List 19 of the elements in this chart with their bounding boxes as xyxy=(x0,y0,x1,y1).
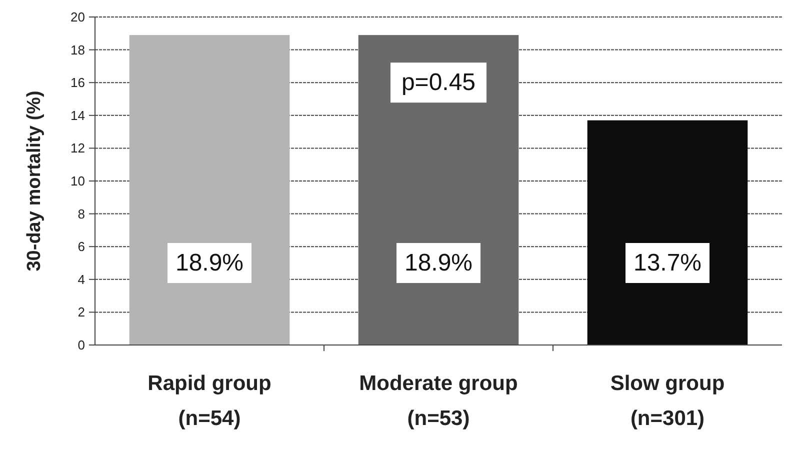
y-tick-label: 8 xyxy=(78,206,85,222)
y-tick-label: 16 xyxy=(70,75,85,90)
data-label: 13.7% xyxy=(633,250,702,276)
y-tick-label: 14 xyxy=(70,108,85,123)
x-tick-label: Rapid group (n=54) xyxy=(148,372,272,430)
annotation: p=0.45 xyxy=(401,69,476,96)
y-tick-label: 4 xyxy=(78,272,85,287)
y-tick-label: 2 xyxy=(78,304,85,320)
y-tick-label: 0 xyxy=(78,338,85,352)
y-tick-label: 12 xyxy=(70,140,85,156)
x-tick-label: Moderate group (n=53) xyxy=(359,372,518,430)
x-tick-label: Slow group (n=301) xyxy=(610,372,725,430)
data-label: 18.9% xyxy=(175,250,244,276)
y-tick-label: 6 xyxy=(78,239,85,254)
y-tick-label: 20 xyxy=(70,10,85,24)
y-tick-label: 18 xyxy=(70,42,85,58)
y-tick-label: 10 xyxy=(70,174,85,188)
data-label: 18.9% xyxy=(404,250,473,276)
y-axis-title: 30-day mortality (%) xyxy=(24,90,45,272)
